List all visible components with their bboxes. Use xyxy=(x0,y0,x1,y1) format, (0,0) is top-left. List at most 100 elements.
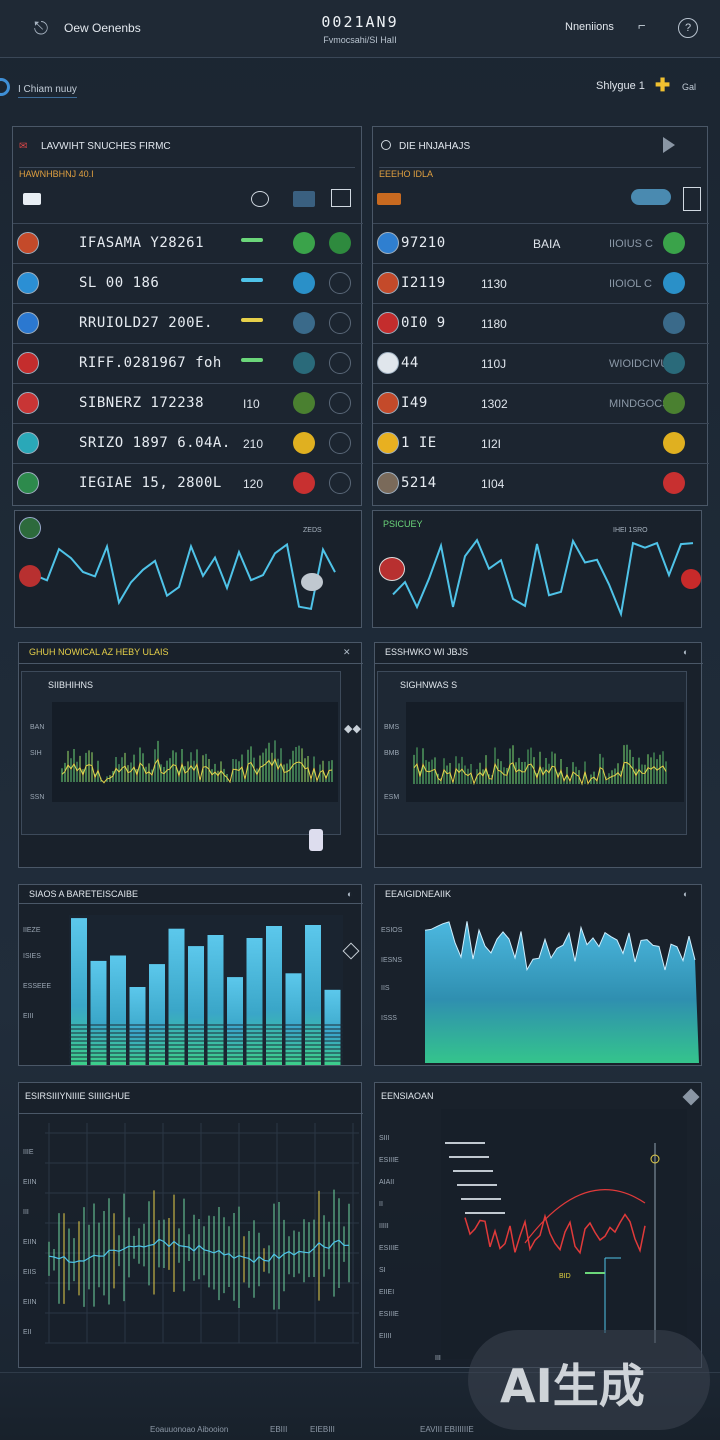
close-icon[interactable]: ✕ xyxy=(343,647,351,657)
row-value: 210 xyxy=(243,437,264,451)
left-table-panel: ✉ LAVWIHT SNUCHES FIRMC HAWNHBHNJ 40.I I… xyxy=(12,126,363,506)
menu-icon[interactable]: ◐ xyxy=(683,889,689,899)
status-icon[interactable] xyxy=(293,392,315,414)
footer-link[interactable]: Eoauuonoao Aibooion xyxy=(150,1425,229,1434)
y-tick-label: SIH xyxy=(30,750,42,757)
row-extra: BAIA xyxy=(533,237,561,251)
status-icon[interactable] xyxy=(663,432,685,454)
action-icon[interactable] xyxy=(329,472,351,494)
status-icon[interactable] xyxy=(663,352,685,374)
menu-icon[interactable]: ◐ xyxy=(347,889,353,899)
help-icon[interactable]: ? xyxy=(678,18,698,38)
tag-icon xyxy=(377,193,401,205)
row-name: 1 IE xyxy=(401,435,437,451)
table-row[interactable]: 0I0 9 1180 xyxy=(373,303,709,343)
print-icon[interactable] xyxy=(331,189,351,207)
row-value: 110J xyxy=(481,357,507,371)
status-icon[interactable] xyxy=(293,232,315,254)
export-icon[interactable] xyxy=(293,191,315,207)
link-icon[interactable]: ◆◆ xyxy=(344,723,361,735)
action-icon[interactable] xyxy=(329,432,351,454)
table-row[interactable]: IEGIAE 15, 2800L 120 xyxy=(13,463,363,503)
y-tick-label: ESIOS xyxy=(381,927,403,934)
back-icon[interactable]: ⎋ xyxy=(33,18,49,38)
status-icon[interactable] xyxy=(293,272,315,294)
y-tick-label: III xyxy=(23,1209,29,1216)
table-row[interactable]: RIFF.0281967 foh xyxy=(13,343,363,383)
y-tick-label: AIAII xyxy=(379,1179,395,1186)
table-row[interactable]: SIBNERZ 172238 I10 xyxy=(13,383,363,423)
add-icon[interactable]: ✚ xyxy=(655,75,671,95)
table-row[interactable]: I49 1302 MINDGOCSTI xyxy=(373,383,709,423)
user-icon xyxy=(309,829,323,851)
action-icon[interactable] xyxy=(329,392,351,414)
divider xyxy=(19,663,363,664)
table-row[interactable]: I2119 1130 IIOIOL C xyxy=(373,263,709,303)
top-bar xyxy=(0,0,720,58)
y-tick-label: EII xyxy=(23,1329,32,1336)
status-icon[interactable] xyxy=(293,472,315,494)
play-icon[interactable] xyxy=(663,137,675,153)
action-icon[interactable] xyxy=(329,232,351,254)
status-chip xyxy=(241,318,263,322)
status-icon[interactable] xyxy=(293,432,315,454)
table-row[interactable]: 44 110J WIOIDCIVUINGU xyxy=(373,343,709,383)
status-icon[interactable] xyxy=(663,392,685,414)
search-icon[interactable] xyxy=(381,140,391,150)
mid-chart-right-panel: ESSHWKO WI JBJS ◐ SIGHNWAS S BMS BMB ESM xyxy=(374,642,703,868)
table-row[interactable]: 1 IE 1I2I xyxy=(373,423,709,463)
footer-link[interactable]: EBIII xyxy=(270,1425,288,1434)
y-tick-label: ISIES xyxy=(23,953,41,960)
table-row[interactable]: 97210 IIOIUS C BAIA xyxy=(373,223,709,263)
right-line-chart xyxy=(392,538,694,618)
footer-link[interactable]: EIEBIII xyxy=(310,1425,335,1434)
status-icon[interactable] xyxy=(293,312,315,334)
avatar xyxy=(17,432,39,454)
row-value: 1180 xyxy=(481,317,507,331)
menu-link[interactable]: Nneniions xyxy=(565,21,614,33)
y-tick-label: IIS xyxy=(381,985,390,992)
device-icon[interactable] xyxy=(631,189,671,205)
action-icon[interactable] xyxy=(329,272,351,294)
y-tick-label: ESIIIE xyxy=(379,1157,399,1164)
table-row[interactable]: SRIZO 1897 6.04A. 210 xyxy=(13,423,363,463)
legend-label: ZEDS xyxy=(303,527,322,534)
status-icon[interactable] xyxy=(293,352,315,374)
avatar xyxy=(17,272,39,294)
y-tick-label: IIIE xyxy=(23,1149,34,1156)
chart-subtitle: SIIBHIHNS xyxy=(48,680,94,690)
y-tick-label: BMS xyxy=(384,724,400,731)
y-tick-label: EIIII xyxy=(379,1333,392,1340)
footer-link[interactable]: EAVIII EBIIIIIIE xyxy=(420,1425,474,1434)
right-line-panel: PSICUEY IHEI 1SRO xyxy=(372,510,702,628)
status-icon[interactable] xyxy=(663,472,685,494)
avatar xyxy=(19,565,41,587)
close-icon[interactable]: ◐ xyxy=(683,647,689,657)
table-row[interactable]: SL 00 186 xyxy=(13,263,363,303)
avatar xyxy=(301,573,323,591)
row-value: 1I2I xyxy=(481,437,502,451)
chart-title: ESIRSIIIYNIIIE SIIIIGHUE xyxy=(25,1091,131,1101)
status-icon[interactable] xyxy=(663,312,685,334)
chart-plot-area: SIIBHIHNS BAN SIH SSN xyxy=(21,671,341,835)
avatar xyxy=(377,272,399,294)
y-tick-label: ESM xyxy=(384,794,400,801)
status-icon[interactable] xyxy=(663,272,685,294)
gallery-link[interactable]: Gal xyxy=(682,82,697,92)
table-row[interactable]: RRUIOLD27 200E. xyxy=(13,303,363,343)
right-table-subheader: EEEHO IDLA xyxy=(379,169,434,179)
chart-subtitle: SIGHNWAS S xyxy=(400,680,458,690)
document-icon[interactable] xyxy=(683,187,701,211)
table-row[interactable]: IFASAMA Y28261 xyxy=(13,223,363,263)
status-icon[interactable] xyxy=(663,232,685,254)
breadcrumb[interactable]: I Chiam nuuy xyxy=(18,84,77,98)
chart-title: EENSIAOAN xyxy=(381,1091,434,1101)
table-row[interactable]: 5214 1I04 xyxy=(373,463,709,503)
action-icon[interactable] xyxy=(329,312,351,334)
divider xyxy=(19,903,363,904)
logout-icon[interactable]: ⌐ xyxy=(638,18,646,33)
filter-icon[interactable] xyxy=(251,191,269,207)
left-line-panel: ZEDS xyxy=(14,510,362,628)
row-name: SL 00 186 xyxy=(79,275,160,291)
action-icon[interactable] xyxy=(329,352,351,374)
